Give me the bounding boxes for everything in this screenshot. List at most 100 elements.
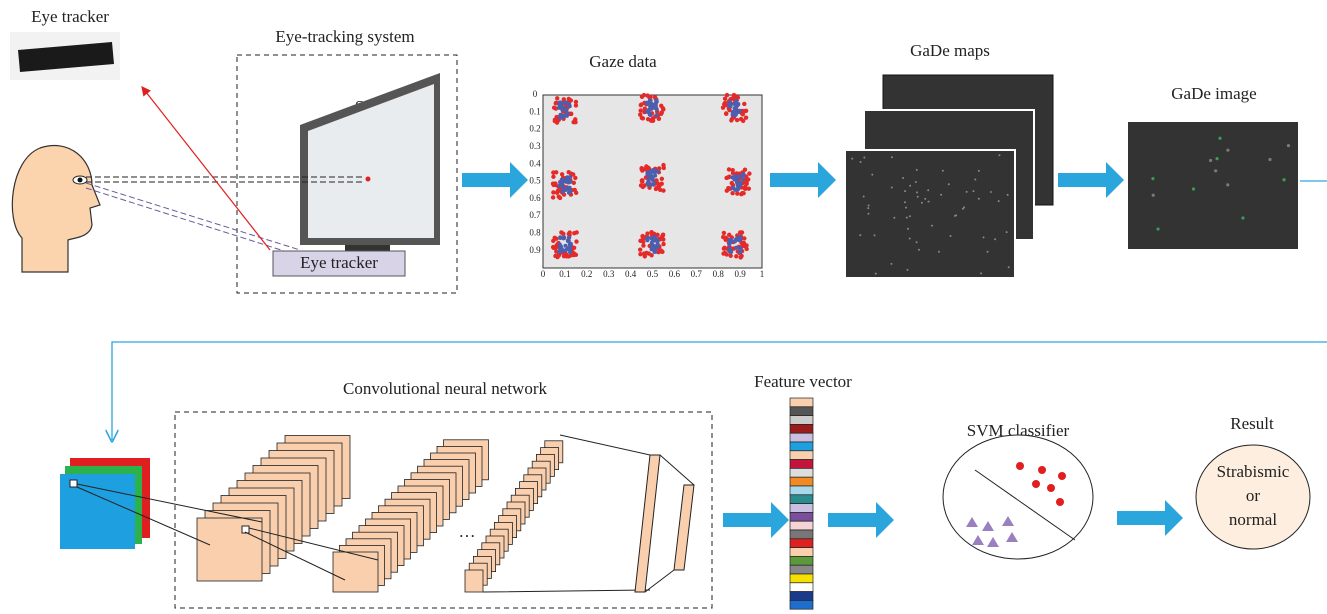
gaze-point — [560, 172, 564, 176]
speckle — [978, 170, 980, 172]
result-text: Strabismic — [1217, 462, 1290, 481]
gaze-point — [733, 239, 737, 243]
gaze-point — [738, 255, 742, 259]
gaze-point — [654, 169, 658, 173]
cnn-layers — [77, 435, 694, 592]
result-text: or — [1246, 486, 1261, 505]
gaze-point — [566, 102, 570, 106]
gaze-point — [567, 170, 571, 174]
gaze-point — [724, 252, 728, 256]
speckle — [1007, 194, 1009, 196]
label: Result — [1230, 414, 1274, 433]
speckle — [902, 177, 904, 179]
gaze-point — [560, 105, 564, 109]
gaze-point — [657, 184, 661, 188]
feature-cell — [790, 442, 813, 451]
y-tick-label: 0.1 — [529, 106, 540, 116]
fc-layer — [635, 455, 660, 592]
feature-cell — [790, 477, 813, 486]
speckle — [1156, 227, 1159, 230]
gaze-point — [654, 187, 658, 191]
gaze-point — [553, 181, 557, 185]
gaze-point — [726, 175, 730, 179]
fc-layer — [674, 485, 694, 570]
speckle — [974, 178, 976, 180]
kernel — [70, 480, 77, 487]
speckle — [916, 241, 918, 243]
x-tick-label: 0.8 — [713, 269, 725, 279]
speckle — [987, 251, 989, 253]
feature-cell — [790, 504, 813, 513]
gaze-point — [736, 175, 740, 179]
speckle — [916, 169, 918, 171]
speckle — [994, 238, 996, 240]
gaze-point — [641, 235, 645, 239]
gaze-point — [555, 96, 559, 100]
gaze-point — [645, 231, 649, 235]
label: Feature vector — [754, 372, 852, 391]
feature-cell — [790, 565, 813, 574]
page: Eye tracker Eye-tracking system Screen E… — [0, 0, 1327, 614]
label: Eye tracker — [300, 253, 378, 272]
speckle — [931, 225, 933, 227]
connector — [112, 342, 1327, 440]
flow-arrow — [462, 162, 528, 198]
speckle — [906, 217, 908, 219]
gaze-point — [738, 235, 742, 239]
speckle — [890, 263, 892, 265]
gaze-point — [661, 106, 665, 110]
gaze-point — [741, 191, 745, 195]
label: GaDe image — [1171, 84, 1256, 103]
gaze-point — [661, 242, 665, 246]
y-tick-label: 0.4 — [529, 158, 541, 168]
feature-cell — [790, 416, 813, 425]
label: Gaze data — [589, 52, 657, 71]
speckle — [948, 183, 950, 185]
speckle — [980, 272, 982, 274]
speckle — [972, 190, 974, 192]
gaze-point — [736, 186, 740, 190]
gaze-point — [552, 106, 556, 110]
gaze-point — [562, 235, 566, 239]
gaze-point — [725, 93, 729, 97]
gaze-point — [645, 101, 649, 105]
x-tick-label: 0.6 — [669, 269, 681, 279]
gaze-point — [574, 239, 578, 243]
speckle — [907, 269, 909, 271]
gaze-point — [558, 196, 562, 200]
gaze-point — [725, 188, 729, 192]
feature-map — [465, 570, 483, 592]
x-tick-label: 0.9 — [734, 269, 746, 279]
gade-map — [845, 150, 1015, 278]
gaze-point — [659, 112, 663, 116]
x-tick-label: 1 — [760, 269, 765, 279]
x-tick-label: 0 — [541, 269, 546, 279]
speckle — [851, 158, 853, 160]
gaze-point — [557, 189, 561, 193]
gaze-point — [656, 245, 660, 249]
gaze-point — [573, 117, 577, 121]
speckle — [904, 190, 906, 192]
speckle — [950, 235, 952, 237]
gaze-point — [649, 183, 653, 187]
gaze-point — [734, 246, 738, 250]
gaze-point — [568, 248, 572, 252]
gaze-point — [558, 236, 562, 240]
result-text: normal — [1229, 510, 1277, 529]
speckle — [928, 201, 930, 203]
gaze-point — [734, 254, 738, 258]
speckle — [905, 207, 907, 209]
speckle — [1226, 183, 1229, 186]
speckle — [1008, 266, 1010, 268]
gaze-point — [743, 167, 747, 171]
gaze-point — [647, 251, 651, 255]
gaze-point — [728, 254, 732, 258]
flow-arrow — [723, 502, 789, 538]
gaze-point — [647, 108, 651, 112]
x-tick-label: 0.2 — [581, 269, 592, 279]
gaze-point — [572, 231, 576, 235]
speckle — [966, 191, 968, 193]
speckle — [1151, 177, 1154, 180]
gaze-point — [645, 93, 649, 97]
gaze-point — [553, 119, 557, 123]
